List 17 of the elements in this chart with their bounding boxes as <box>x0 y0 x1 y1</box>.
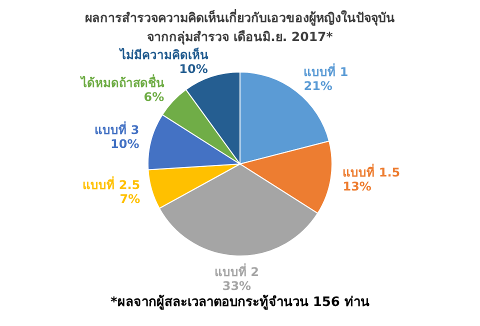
data-label: 33% <box>222 278 252 293</box>
slice-label: แบบที่ 2 <box>214 262 259 279</box>
data-label: 10% <box>179 62 208 76</box>
slice-label: ได้หมดถ้าสดชื่น <box>79 74 166 90</box>
data-label: 10% <box>110 137 140 152</box>
data-label: 7% <box>120 192 140 206</box>
slice-label: แบบที่ 2.5 <box>82 176 140 192</box>
data-label: 13% <box>342 179 372 194</box>
slice-label: ไม่มีความคิดเห็น <box>118 47 209 62</box>
data-label: 21% <box>304 78 332 93</box>
text: *ผลจากผู้สละเวลาตอบกระทู้จำนวน 156 ท่าน <box>110 294 370 310</box>
slice-label: แบบที่ 1 <box>304 62 348 79</box>
chart-title: ผลการสำรวจความคิดเห็นเกี่ยวกับเอวของผู้หญิงในปัจจุบัน <box>85 9 395 26</box>
slice-label: แบบที่ 3 <box>94 121 140 138</box>
slice-label: แบบที่ 1.5 <box>342 163 400 180</box>
data-label: 6% <box>144 90 164 104</box>
chart-subtitle: จากกลุ่มสำรวจ เดือนมิ.ย. 2017* <box>147 29 334 45</box>
